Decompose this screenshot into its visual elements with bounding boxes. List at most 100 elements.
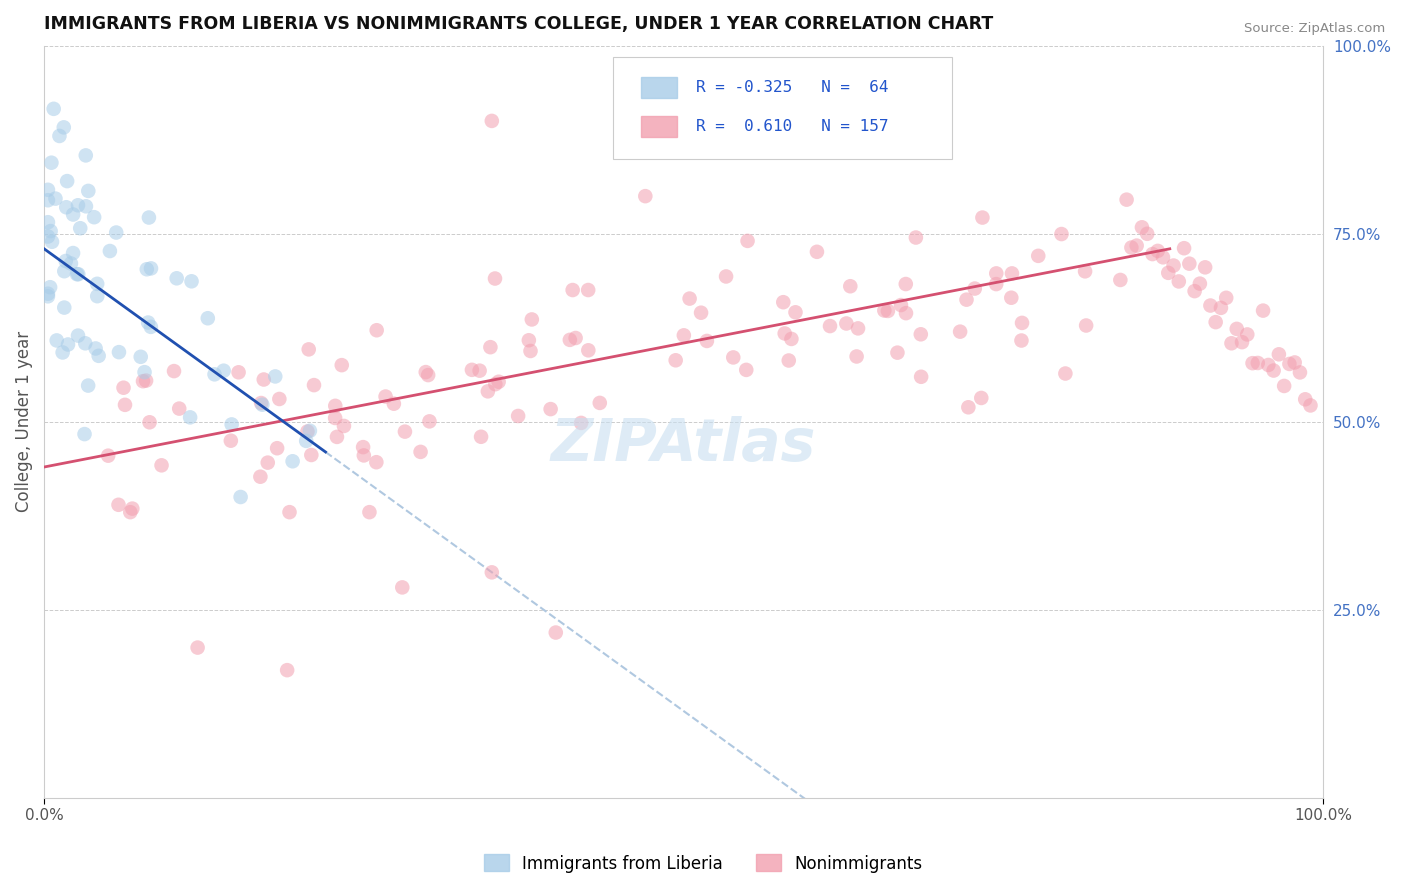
Point [66,198,89,212]
Point [323,411,346,425]
Point [806,244,828,259]
Point [1220,336,1243,351]
Point [1136,227,1159,241]
Point [520,312,543,326]
Point [69,221,91,235]
Point [949,325,972,339]
Point [1294,392,1316,407]
Point [256,456,278,470]
Point [52,345,75,359]
Point [1001,267,1024,281]
Point [735,363,758,377]
Point [37,286,59,301]
Point [508,409,530,423]
Point [1163,259,1185,273]
Point [204,368,226,382]
Point [44,192,66,206]
Point [1173,241,1195,255]
Point [1230,335,1253,350]
Point [382,397,405,411]
Point [166,271,188,285]
Point [957,401,980,415]
Point [569,416,592,430]
Point [298,424,321,438]
Point [737,234,759,248]
Point [150,458,173,473]
Point [970,391,993,405]
Point [139,319,162,334]
Point [121,501,143,516]
Point [488,375,510,389]
Point [839,279,862,293]
Point [221,417,243,432]
Point [53,301,76,315]
Point [723,351,745,365]
Point [409,445,432,459]
Point [394,425,416,439]
Point [179,410,201,425]
Point [785,305,807,319]
Point [1226,322,1249,336]
Point [75,199,97,213]
Point [1209,301,1232,315]
Point [576,283,599,297]
Point [1076,318,1098,333]
Point [418,414,440,428]
Point [1109,273,1132,287]
Point [219,434,242,448]
Point [986,277,1008,291]
Point [1278,357,1301,371]
Point [1026,249,1049,263]
Point [544,625,567,640]
Point [114,398,136,412]
Point [1299,399,1322,413]
Point [39,224,62,238]
Point [353,449,375,463]
Point [73,427,96,442]
Text: ZIPAtlas: ZIPAtlas [551,416,817,473]
Text: Source: ZipAtlas.com: Source: ZipAtlas.com [1244,22,1385,36]
Legend: Immigrants from Liberia, Nonimmigrants: Immigrants from Liberia, Nonimmigrants [477,847,929,880]
Point [910,327,932,342]
Point [846,321,869,335]
Point [558,333,581,347]
Point [1247,356,1270,370]
Point [62,207,84,221]
Point [107,498,129,512]
Point [1152,250,1174,264]
Point [484,377,506,392]
Point [374,390,396,404]
Point [134,365,156,379]
Point [197,311,219,326]
Point [366,323,388,337]
Point [589,396,612,410]
Bar [641,77,678,97]
Point [1121,241,1143,255]
Point [904,230,927,244]
Point [484,271,506,285]
Point [45,334,67,348]
Point [297,425,319,439]
Point [1115,193,1137,207]
Text: R = -0.325   N =  64: R = -0.325 N = 64 [696,79,889,95]
Point [359,505,381,519]
Point [690,306,713,320]
Point [37,229,59,244]
Y-axis label: College, Under 1 year: College, Under 1 year [15,331,32,512]
Point [229,490,252,504]
Point [1142,247,1164,261]
Point [780,332,803,346]
Point [75,336,97,351]
Point [873,303,896,318]
Point [955,293,977,307]
Point [894,306,917,320]
Point [66,267,89,281]
Point [132,374,155,388]
Point [37,289,59,303]
Point [139,261,162,276]
Bar [641,116,678,136]
Point [1125,238,1147,252]
Point [228,365,250,379]
Point [894,277,917,291]
Point [470,430,492,444]
